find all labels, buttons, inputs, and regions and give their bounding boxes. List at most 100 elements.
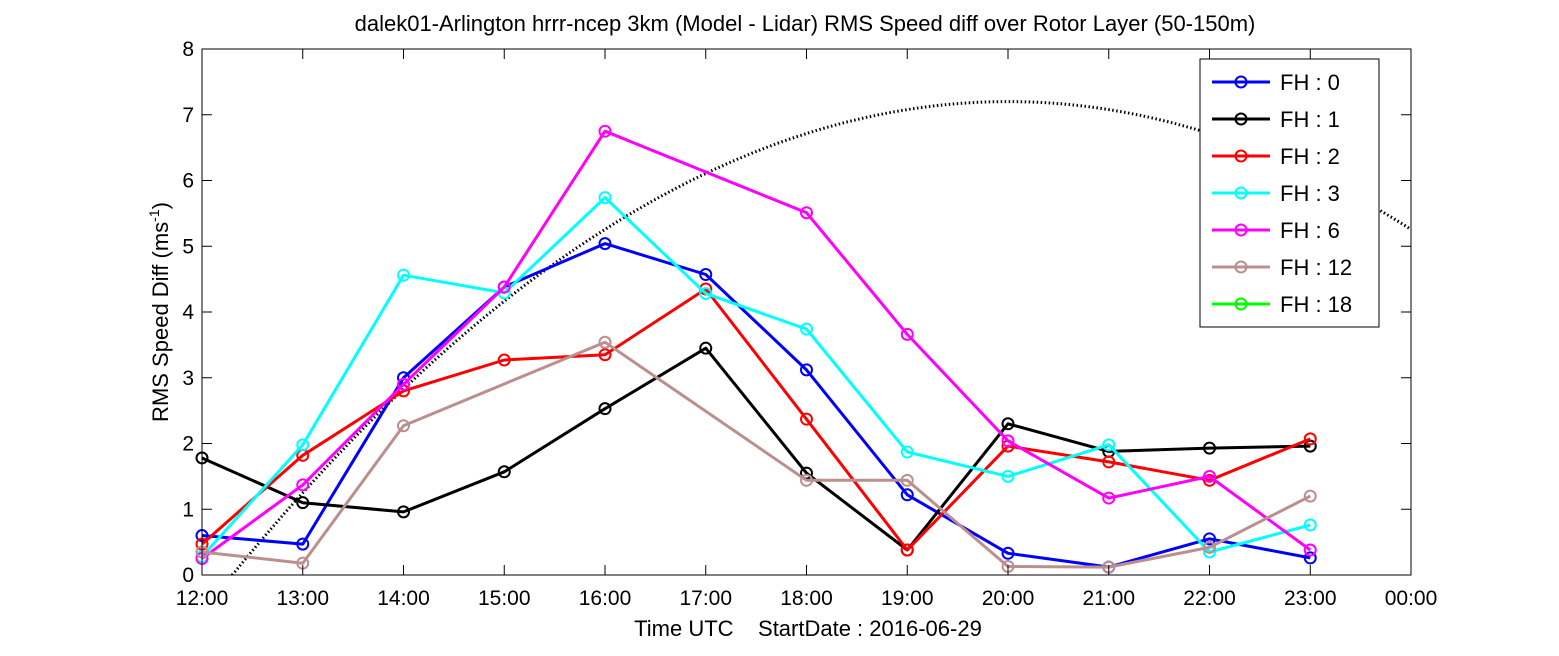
x-tick-label: 13:00 [276,587,329,610]
data-point [1303,518,1317,532]
legend: FH : 0 FH : 1 FH : 2 FH : 3 FH : 6 FH : 12 FH … [1199,58,1380,328]
data-point [1303,439,1317,453]
series-fh-6 [195,124,1317,566]
data-point [800,473,813,487]
x-tick-label: 21:00 [1082,587,1135,610]
legend-swatch-marker [1234,260,1248,274]
legend-label: FH : 3 [1280,181,1340,206]
data-point [598,335,612,349]
y-tick-label: 3 [182,367,194,390]
data-point [900,488,914,502]
data-point [900,445,914,459]
legend-swatch-marker [1234,186,1248,200]
legend-entry: FH : 0 [1212,70,1340,95]
data-point [900,327,914,341]
data-point [598,124,612,138]
data-point [598,402,612,416]
y-axis-label-close: ) [148,202,173,209]
series-line [201,346,1311,552]
data-point [1102,491,1116,505]
x-tick-label: 14:00 [377,587,430,610]
legend-entry: FH : 12 [1212,255,1352,280]
series-line [200,196,1311,558]
y-axis-label-main: RMS Speed Diff (ms [148,222,173,422]
x-tick-label: 23:00 [1284,587,1337,610]
data-point [800,206,813,220]
data-point [900,473,914,487]
y-tick-labels: 0 1 2 3 4 5 6 7 8 [182,38,194,587]
legend-swatch-marker [1234,149,1248,163]
series-line [201,340,1311,569]
data-point [397,419,410,433]
data-point [1001,434,1015,448]
data-point [800,322,813,336]
x-tick-label: 20:00 [982,587,1035,610]
data-point [699,341,713,355]
data-point [699,268,713,282]
y-tick-label: 4 [182,301,194,324]
legend-entry: FH : 6 [1212,218,1340,243]
x-tick-label: 18:00 [780,587,833,610]
data-point [699,287,713,301]
chart-title: dalek01-Arlington hrrr-ncep 3km (Model -… [355,11,1256,36]
y-axis-label: RMS Speed Diff (ms-1) [146,202,173,422]
x-tick-label: 12:00 [176,587,229,610]
data-point [296,438,310,452]
x-tick-label: 22:00 [1183,587,1236,610]
data-point [296,478,310,492]
data-point [497,353,511,367]
data-point [1001,417,1015,431]
data-point [497,280,511,294]
legend-label: FH : 1 [1280,107,1340,132]
series-fh-3 [195,191,1317,564]
data-point [900,543,914,557]
data-point [296,496,310,510]
y-tick-label: 5 [182,235,194,258]
data-point [397,377,410,391]
data-point [1203,540,1216,554]
data-point [800,412,813,426]
x-tick-label: 00:00 [1385,587,1438,610]
y-tick-label: 1 [182,498,194,521]
x-tick-label: 17:00 [679,587,732,610]
legend-swatch-marker [1234,297,1248,311]
x-tick-label: 16:00 [579,587,632,610]
legend-entry: FH : 3 [1212,181,1340,206]
data-point [1102,438,1116,452]
legend-label: FH : 18 [1280,292,1352,317]
y-tick-label: 7 [182,104,194,127]
data-point [1001,546,1015,560]
legend-entry: FH : 1 [1212,107,1340,132]
data-point [296,537,310,551]
data-point [598,348,612,362]
legend-label: FH : 0 [1280,70,1340,95]
series-line [201,129,1312,560]
legend-label: FH : 12 [1280,255,1352,280]
x-tick-label: 15:00 [478,587,531,610]
data-point [1203,469,1216,483]
data-point [397,505,410,519]
y-tick-label: 8 [182,38,194,61]
legend-swatch-marker [1234,75,1248,89]
data-point [1001,469,1015,483]
series-layer [195,124,1317,574]
y-tick-label: 6 [182,170,194,193]
legend-swatch-marker [1234,112,1248,126]
legend-entry: FH : 18 [1212,292,1352,317]
y-axis-label-superscript: -1 [146,209,162,222]
data-point [1203,532,1216,546]
legend-label: FH : 2 [1280,144,1340,169]
legend-swatch-marker [1234,223,1248,237]
x-tick-label: 19:00 [881,587,934,610]
data-point [598,191,612,205]
data-point [397,268,410,282]
axes-layer [201,48,1412,576]
y-tick-label: 2 [182,433,194,456]
data-point [1203,441,1216,455]
data-point [1102,455,1116,469]
data-point [598,237,612,251]
data-point [1303,551,1317,565]
data-point [497,465,511,479]
data-point [1303,432,1317,446]
